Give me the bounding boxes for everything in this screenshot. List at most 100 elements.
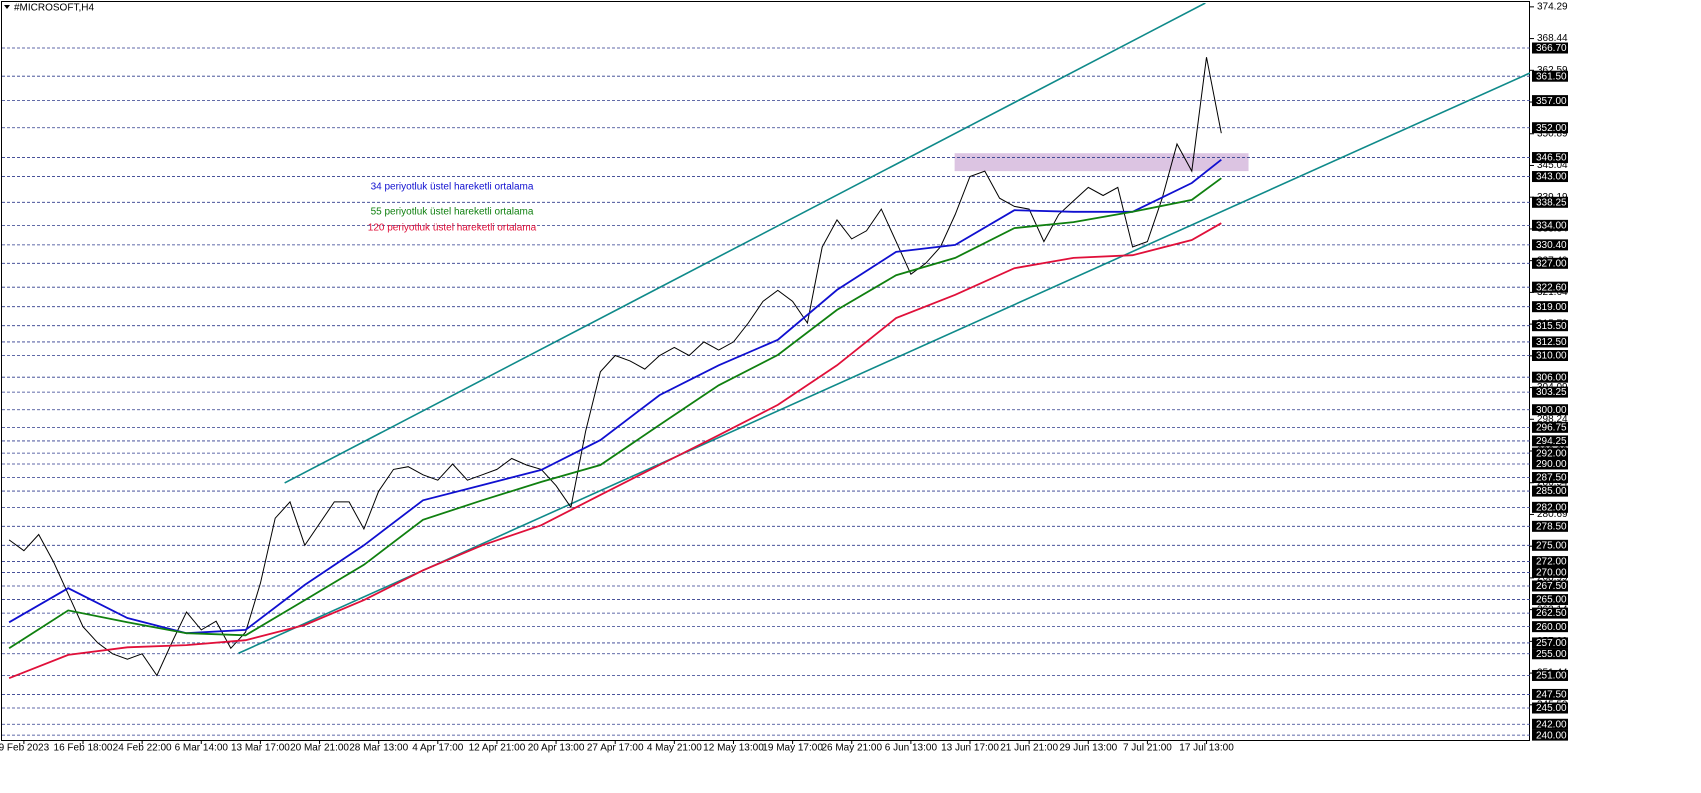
level-label: 292.00	[1536, 448, 1567, 459]
level-label: 278.50	[1536, 521, 1567, 532]
level-label-bg	[1532, 472, 1568, 484]
level-label-bg	[1532, 485, 1568, 497]
zone	[954, 153, 1249, 172]
x-tick-label: 12 May 13:00	[703, 743, 764, 754]
x-tick-label: 6 Mar 14:00	[175, 743, 229, 754]
x-tick-label: 20 Mar 21:00	[290, 743, 349, 754]
y-tick-label: 350.89	[1537, 128, 1568, 139]
legend-label: 55 periyotluk üstel hareketli ortalama	[371, 207, 534, 218]
level-label-bg	[1532, 122, 1568, 134]
level-label-bg	[1532, 95, 1568, 107]
level-label-bg	[1532, 219, 1568, 231]
level-label-bg	[1532, 350, 1568, 362]
level-label: 255.00	[1536, 649, 1567, 660]
level-label-bg	[1532, 171, 1568, 183]
x-tick-label: 6 Jun 13:00	[885, 743, 938, 754]
level-label-bg	[1532, 257, 1568, 269]
y-tick-label: 374.29	[1537, 1, 1568, 12]
level-label: 343.00	[1536, 172, 1567, 183]
level-label-bg	[1532, 152, 1568, 164]
y-tick-label: 268.99	[1537, 573, 1568, 584]
level-label-bg	[1532, 580, 1568, 592]
level-label-bg	[1532, 320, 1568, 332]
level-label: 245.00	[1536, 703, 1567, 714]
y-tick-label: 368.44	[1537, 33, 1568, 44]
x-tick-label: 28 Mar 13:00	[349, 743, 408, 754]
x-tick-label: 13 Jun 17:00	[941, 743, 999, 754]
x-tick-label: 13 Mar 17:00	[231, 743, 290, 754]
trend-line	[284, 3, 1206, 484]
x-tick-label: 9 Feb 2023	[0, 743, 50, 754]
level-label-bg	[1532, 336, 1568, 348]
x-tick-label: 24 Feb 22:00	[113, 743, 172, 754]
level-label: 303.25	[1536, 387, 1567, 398]
level-label-bg	[1532, 688, 1568, 700]
level-label: 319.00	[1536, 302, 1567, 313]
level-label-bg	[1532, 702, 1568, 714]
level-label: 294.25	[1536, 436, 1567, 447]
level-label: 315.50	[1536, 321, 1567, 332]
x-tick-label: 26 May 21:00	[821, 743, 882, 754]
level-label-bg	[1532, 70, 1568, 82]
x-tick-label: 27 Apr 17:00	[587, 743, 644, 754]
level-label: 287.50	[1536, 473, 1567, 484]
level-label: 257.00	[1536, 638, 1567, 649]
level-label: 338.25	[1536, 197, 1567, 208]
level-label: 357.00	[1536, 96, 1567, 107]
level-label: 282.00	[1536, 502, 1567, 513]
level-label-bg	[1532, 566, 1568, 578]
x-tick-label: 17 Jul 13:00	[1179, 743, 1234, 754]
level-label: 352.00	[1536, 123, 1567, 134]
level-label-bg	[1532, 435, 1568, 447]
x-tick-label: 19 May 17:00	[762, 743, 823, 754]
menu-icon	[4, 5, 10, 9]
legend-label: 120 periyotluk üstel hareketli ortalama	[368, 223, 537, 234]
level-label-bg	[1532, 648, 1568, 660]
y-tick-label: 345.04	[1537, 160, 1568, 171]
series-line	[8, 158, 1222, 635]
level-label: 366.70	[1536, 43, 1567, 54]
series-line	[8, 57, 1222, 677]
level-label: 251.00	[1536, 671, 1567, 682]
level-label: 310.00	[1536, 351, 1567, 362]
level-label: 285.00	[1536, 486, 1567, 497]
level-label-bg	[1532, 637, 1568, 649]
level-label: 306.00	[1536, 372, 1567, 383]
x-tick-label: 16 Feb 18:00	[54, 743, 113, 754]
level-label-bg	[1532, 301, 1568, 313]
level-label-bg	[1532, 447, 1568, 459]
level-label-bg	[1532, 520, 1568, 532]
series-line	[8, 222, 1222, 680]
level-label: 265.00	[1536, 595, 1567, 606]
x-tick-label: 20 Apr 13:00	[528, 743, 585, 754]
level-label-bg	[1532, 371, 1568, 383]
level-label: 272.00	[1536, 557, 1567, 568]
level-label-bg	[1532, 386, 1568, 398]
series-line	[8, 177, 1222, 650]
level-label-bg	[1532, 621, 1568, 633]
x-tick-label: 7 Jul 21:00	[1123, 743, 1172, 754]
level-label: 330.40	[1536, 240, 1567, 251]
level-label-bg	[1532, 607, 1568, 619]
legend-label: 34 periyotluk üstel hareketli ortalama	[371, 182, 534, 193]
level-label: 270.00	[1536, 568, 1567, 579]
x-tick-label: 4 May 21:00	[647, 743, 702, 754]
level-label: 275.00	[1536, 540, 1567, 551]
y-tick-label: 280.69	[1537, 509, 1568, 520]
level-label-bg	[1532, 539, 1568, 551]
level-label-bg	[1532, 669, 1568, 681]
plot	[2, 3, 1530, 736]
level-label-bg	[1532, 239, 1568, 251]
chart-title: #MICROSOFT,H4	[14, 3, 94, 14]
level-label: 300.00	[1536, 405, 1567, 416]
level-label-bg	[1532, 42, 1568, 54]
level-label-bg	[1532, 729, 1568, 741]
level-label: 334.00	[1536, 220, 1567, 231]
x-tick-label: 4 Apr 17:00	[412, 743, 464, 754]
level-label-bg	[1532, 594, 1568, 606]
plot-frame	[1, 1, 1530, 741]
level-label: 296.75	[1536, 422, 1567, 433]
level-label: 327.00	[1536, 258, 1567, 269]
